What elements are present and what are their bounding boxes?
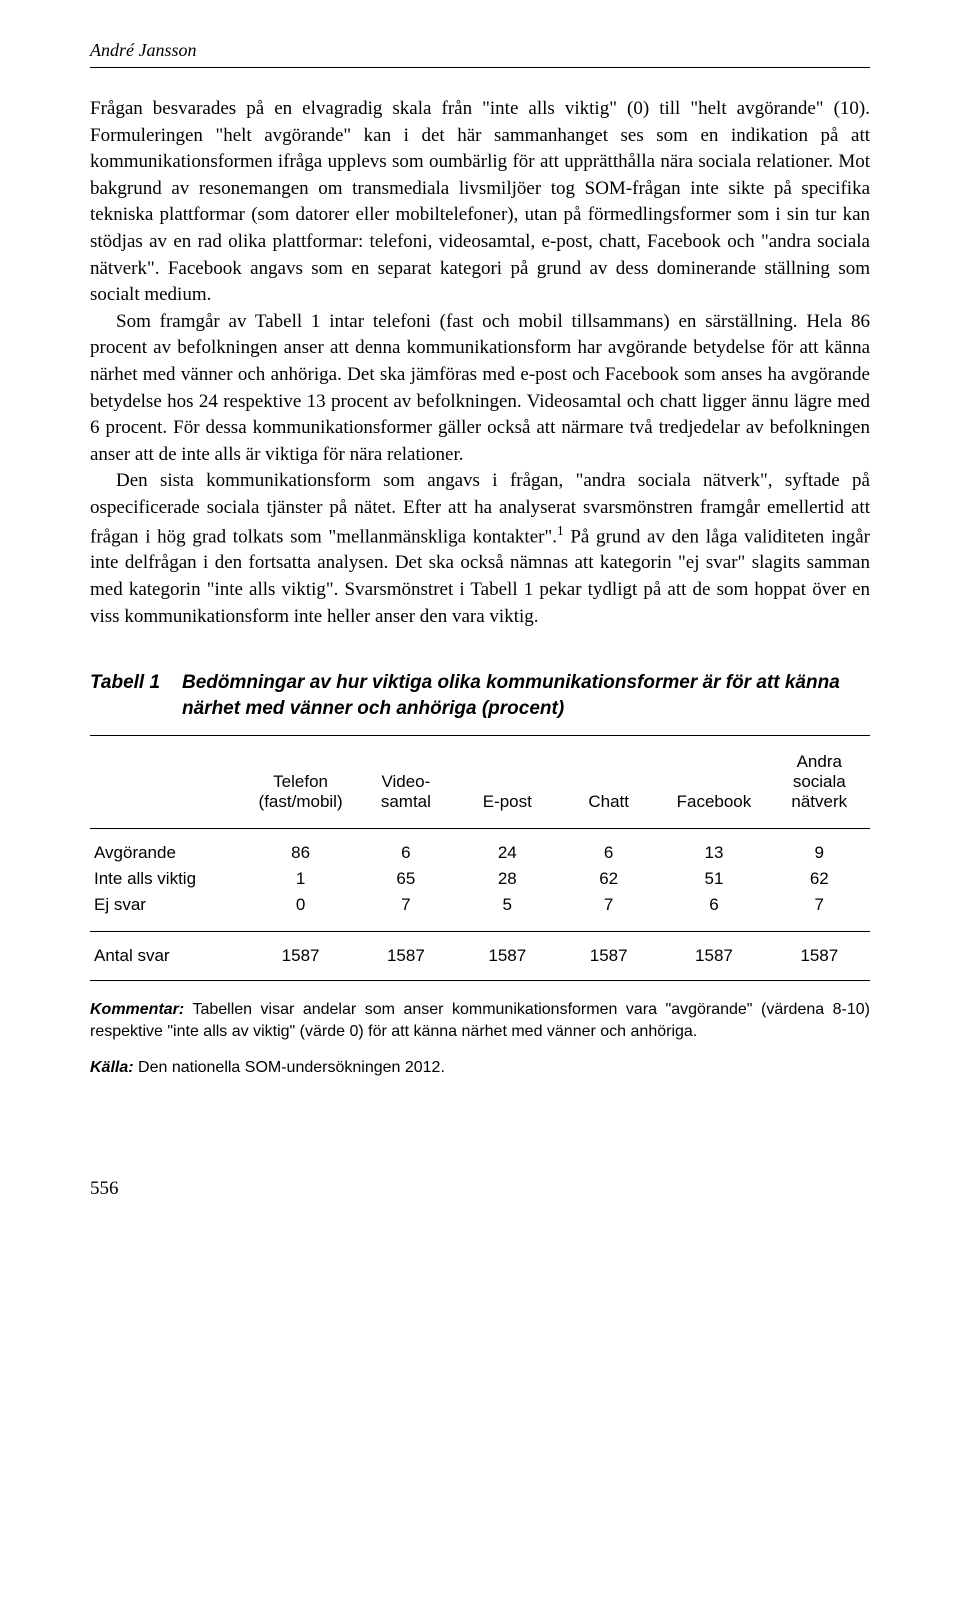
table-notes: Kommentar: Tabellen visar andelar som an… — [90, 999, 870, 1078]
cell: 1 — [246, 866, 355, 892]
kommentar-text: Tabellen visar andelar som anser kommuni… — [90, 1001, 870, 1040]
kalla-text: Den nationella SOM-undersökningen 2012. — [134, 1059, 445, 1076]
table-row: Avgörande 86 6 24 6 13 9 — [90, 829, 870, 867]
cell: 1587 — [355, 932, 456, 981]
table-kommentar: Kommentar: Tabellen visar andelar som an… — [90, 999, 870, 1042]
cell: 51 — [659, 866, 768, 892]
body-text: Frågan besvarades på en elvagradig skala… — [90, 96, 870, 630]
header-rule — [90, 67, 870, 68]
table-row: Ej svar 0 7 5 7 6 7 — [90, 892, 870, 918]
kalla-label: Källa: — [90, 1059, 134, 1076]
cell: 24 — [457, 829, 558, 867]
footnote-ref-1: 1 — [557, 523, 564, 538]
row-label: Avgörande — [90, 829, 246, 867]
cell: 1587 — [659, 932, 768, 981]
cell: 6 — [659, 892, 768, 918]
cell: 62 — [558, 866, 659, 892]
paragraph-1: Frågan besvarades på en elvagradig skala… — [90, 96, 870, 309]
cell: 6 — [355, 829, 456, 867]
cell: 65 — [355, 866, 456, 892]
cell: 1587 — [769, 932, 870, 981]
table-caption: Tabell 1 Bedömningar av hur viktiga olik… — [90, 670, 870, 721]
table-header-telefon: Telefon(fast/mobil) — [246, 736, 355, 829]
table-header-andra: Andrasocialanätverk — [769, 736, 870, 829]
cell: 9 — [769, 829, 870, 867]
cell: 1587 — [457, 932, 558, 981]
row-label: Inte alls viktig — [90, 866, 246, 892]
table-header-epost: E-post — [457, 736, 558, 829]
table-row: Inte alls viktig 1 65 28 62 51 62 — [90, 866, 870, 892]
paragraph-2: Som framgår av Tabell 1 intar telefoni (… — [90, 309, 870, 469]
cell: 7 — [558, 892, 659, 918]
table-header-videosamtal: Video-samtal — [355, 736, 456, 829]
cell: 6 — [558, 829, 659, 867]
cell: 1587 — [246, 932, 355, 981]
cell: 62 — [769, 866, 870, 892]
page: André Jansson Frågan besvarades på en el… — [0, 0, 960, 1240]
page-number: 556 — [90, 1178, 870, 1200]
table-1: Tabell 1 Bedömningar av hur viktiga olik… — [90, 670, 870, 1078]
running-header-author: André Jansson — [90, 40, 870, 61]
cell: 0 — [246, 892, 355, 918]
table-header-row: Telefon(fast/mobil) Video-samtal E-post … — [90, 736, 870, 829]
paragraph-3: Den sista kommunikationsform som angavs … — [90, 468, 870, 630]
kommentar-label: Kommentar: — [90, 1001, 184, 1018]
table-header-chatt: Chatt — [558, 736, 659, 829]
table-grid: Telefon(fast/mobil) Video-samtal E-post … — [90, 735, 870, 981]
cell: 28 — [457, 866, 558, 892]
cell: 13 — [659, 829, 768, 867]
row-label: Antal svar — [90, 932, 246, 981]
table-label: Tabell 1 — [90, 670, 182, 721]
table-total-row: Antal svar 1587 1587 1587 1587 1587 1587 — [90, 932, 870, 981]
table-spacer-row — [90, 918, 870, 932]
table-header-facebook: Facebook — [659, 736, 768, 829]
table-kalla: Källa: Den nationella SOM-undersökningen… — [90, 1057, 870, 1079]
cell: 7 — [355, 892, 456, 918]
cell: 86 — [246, 829, 355, 867]
cell: 5 — [457, 892, 558, 918]
row-label: Ej svar — [90, 892, 246, 918]
table-title: Bedömningar av hur viktiga olika kommuni… — [182, 670, 870, 721]
cell: 1587 — [558, 932, 659, 981]
cell: 7 — [769, 892, 870, 918]
table-header-empty — [90, 736, 246, 829]
